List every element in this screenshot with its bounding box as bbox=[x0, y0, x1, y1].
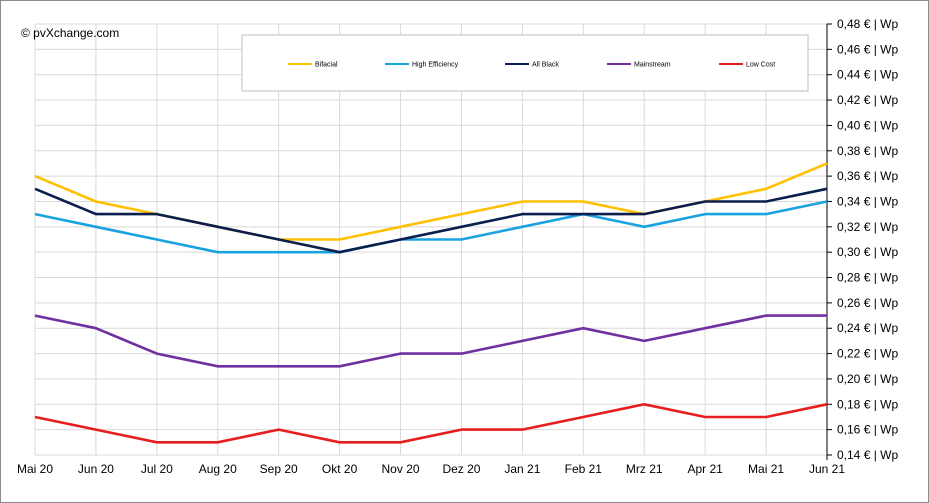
legend-label: High Efficiency bbox=[412, 62, 459, 69]
x-tick-label: Jul 20 bbox=[141, 462, 173, 476]
y-tick-label: 0,46 € | Wp bbox=[837, 42, 898, 56]
gridlines bbox=[34, 23, 827, 456]
legend-label: Bifacial bbox=[315, 62, 338, 69]
series-line-high-efficiency bbox=[34, 200, 828, 254]
series-line-all-black bbox=[34, 187, 828, 254]
y-tick-label: 0,36 € | Wp bbox=[837, 169, 898, 183]
x-tick-label: Dez 20 bbox=[442, 462, 480, 476]
x-tick-label: Mai 20 bbox=[17, 462, 53, 476]
legend: Bifacial High Efficiency All Black Mainstre… bbox=[241, 34, 809, 92]
y-tick-label: 0,38 € | Wp bbox=[837, 144, 898, 158]
y-tick-label: 0,22 € | Wp bbox=[837, 347, 898, 361]
y-tick-label: 0,44 € | Wp bbox=[837, 68, 898, 82]
x-tick-label: Mai 21 bbox=[748, 462, 784, 476]
x-tick-label: Apr 21 bbox=[687, 462, 723, 476]
y-tick-label: 0,30 € | Wp bbox=[837, 245, 898, 259]
x-tick-label: Jun 21 bbox=[809, 462, 845, 476]
watermark: © pvXchange.com bbox=[21, 26, 120, 40]
legend-label: Mainstream bbox=[634, 62, 671, 69]
y-tick-label: 0,34 € | Wp bbox=[837, 194, 898, 208]
x-tick-label: Jun 20 bbox=[78, 462, 114, 476]
y-tick-label: 0,32 € | Wp bbox=[837, 220, 898, 234]
x-tick-label: Nov 20 bbox=[382, 462, 420, 476]
legend-label: All Black bbox=[532, 62, 559, 69]
y-tick-label: 0,48 € | Wp bbox=[837, 17, 898, 31]
series-lines bbox=[34, 162, 828, 444]
x-tick-label: Mrz 21 bbox=[626, 462, 663, 476]
series-line-low-cost bbox=[34, 402, 828, 444]
y-axis: 0,14 € | Wp 0,16 € | Wp 0,18 € | Wp 0,20 € … bbox=[826, 17, 898, 462]
x-tick-label: Jan 21 bbox=[504, 462, 540, 476]
x-tick-label: Feb 21 bbox=[565, 462, 603, 476]
x-tick-label: Okt 20 bbox=[322, 462, 358, 476]
y-tick-label: 0,16 € | Wp bbox=[837, 423, 898, 437]
series-line-mainstream bbox=[34, 314, 827, 368]
y-tick-label: 0,18 € | Wp bbox=[837, 397, 898, 411]
x-axis: Mai 20 Jun 20 Jul 20 Aug 20 Sep 20 Okt 20 Nov … bbox=[17, 462, 845, 476]
y-tick-label: 0,42 € | Wp bbox=[837, 93, 898, 107]
y-tick-label: 0,40 € | Wp bbox=[837, 118, 898, 132]
y-tick-label: 0,14 € | Wp bbox=[837, 448, 898, 462]
legend-label: Low Cost bbox=[746, 62, 775, 69]
x-tick-label: Aug 20 bbox=[199, 462, 237, 476]
y-tick-label: 0,24 € | Wp bbox=[837, 321, 898, 335]
x-tick-label: Sep 20 bbox=[260, 462, 298, 476]
y-tick-label: 0,20 € | Wp bbox=[837, 372, 898, 386]
y-tick-label: 0,26 € | Wp bbox=[837, 296, 898, 310]
y-tick-label: 0,28 € | Wp bbox=[837, 271, 898, 285]
